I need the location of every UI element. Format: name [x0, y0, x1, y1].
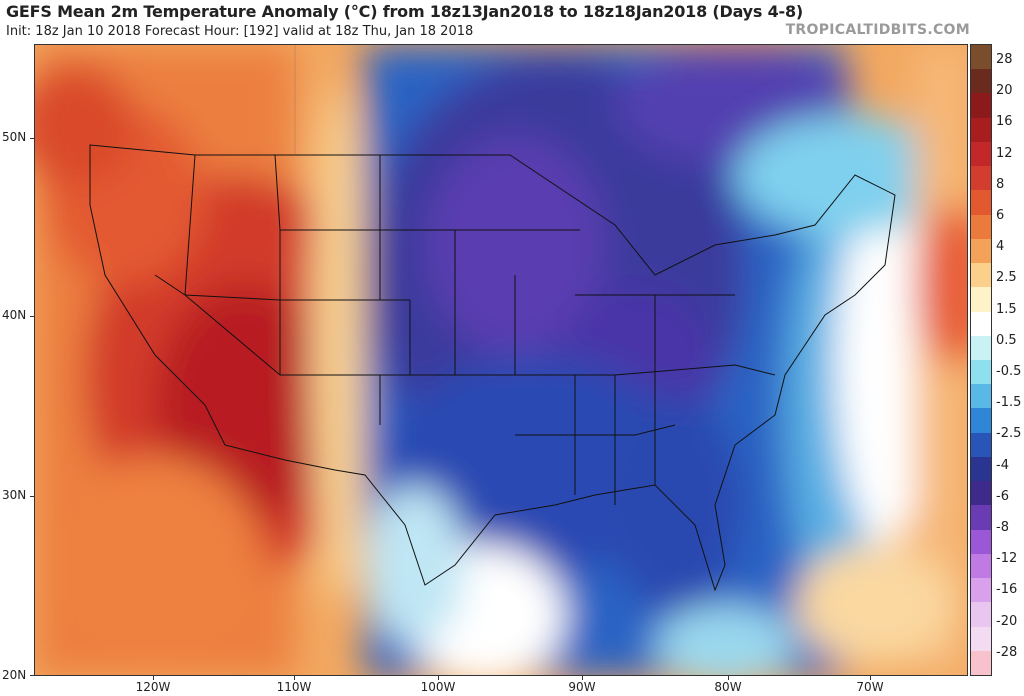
color-scale-swatch [971, 311, 991, 337]
lon-label-120w: 120W [135, 680, 171, 694]
color-scale-label: -1.5 [996, 395, 1022, 411]
color-scale-label: -12 [996, 551, 1018, 567]
color-scale-swatch [971, 578, 991, 603]
color-scale-swatch [971, 263, 991, 288]
color-scale-swatch [971, 190, 991, 216]
color-scale-swatch [971, 141, 991, 167]
color-scale-swatch [971, 287, 991, 313]
map-subtitle: Init: 18z Jan 10 2018 Forecast Hour: [19… [6, 24, 474, 39]
color-scale-label: -16 [996, 582, 1018, 598]
color-scale-label: 4 [996, 239, 1005, 255]
color-scale-swatch [971, 360, 991, 385]
color-scale-swatch [971, 553, 991, 579]
lat-label-20n: 20N [2, 668, 27, 682]
color-scale-swatch [971, 69, 991, 94]
color-scale-swatch [971, 529, 991, 555]
site-credit: TROPICALTIDBITS.COM [785, 22, 970, 38]
color-scale-label: 28 [996, 52, 1013, 67]
color-scale-swatch [971, 626, 991, 652]
color-scale-label: -20 [996, 613, 1018, 629]
lat-tick [30, 316, 35, 317]
color-scale-label: -6 [996, 488, 1009, 504]
map-canvas [35, 45, 967, 675]
lon-label-100w: 100W [420, 680, 456, 694]
lat-label-30n: 30N [2, 488, 27, 502]
lat-label-50n: 50N [2, 130, 27, 144]
lon-tick [582, 676, 583, 680]
lon-label-80w: 80W [714, 680, 742, 694]
lon-tick [294, 676, 295, 680]
color-scale-label: -8 [996, 520, 1009, 535]
color-scale-swatch [971, 45, 991, 70]
color-scale-swatch [971, 456, 991, 482]
color-scale-label: 20 [996, 83, 1013, 99]
color-scale-swatch [971, 408, 991, 434]
map-title: GEFS Mean 2m Temperature Anomaly (°C) fr… [6, 2, 804, 21]
color-scale-label: -0.5 [996, 364, 1022, 379]
lat-label-40n: 40N [2, 308, 27, 322]
color-scale-label: 6 [996, 208, 1005, 223]
lon-label-110w: 110W [276, 680, 312, 694]
lon-tick [153, 676, 154, 680]
color-scale-label: 12 [996, 145, 1013, 161]
color-scale-label: 1.5 [996, 301, 1017, 317]
color-scale-label: 0.5 [996, 332, 1017, 348]
color-scale-swatch [971, 602, 991, 628]
lat-tick [30, 496, 35, 497]
color-scale-swatch [971, 505, 991, 531]
color-scale-swatch [971, 335, 991, 361]
lon-label-90w: 90W [568, 680, 596, 694]
color-scale-swatch [971, 117, 991, 143]
color-scale-label: -2.5 [996, 426, 1022, 442]
color-scale-label: -28 [996, 644, 1018, 660]
color-scale-label: -4 [996, 457, 1009, 473]
color-scale-swatch [971, 93, 991, 119]
color-scale-swatch [971, 384, 991, 409]
color-scale-swatch [971, 432, 991, 458]
color-scale-label: 2.5 [996, 270, 1017, 286]
color-scale-swatch [971, 238, 991, 264]
color-scale-swatch [971, 650, 991, 676]
color-scale-swatch [971, 214, 991, 240]
color-scale-label: 16 [996, 114, 1013, 130]
lon-tick [438, 676, 439, 680]
color-scale-swatch [971, 481, 991, 506]
color-scale-bar [970, 44, 992, 676]
temperature-anomaly-map [34, 44, 968, 676]
lat-tick [30, 138, 35, 139]
lon-tick [870, 676, 871, 680]
color-scale-label: 8 [996, 176, 1005, 192]
lon-label-70w: 70W [856, 680, 884, 694]
lat-tick [30, 675, 35, 676]
lon-tick [728, 676, 729, 680]
color-scale-swatch [971, 166, 991, 191]
